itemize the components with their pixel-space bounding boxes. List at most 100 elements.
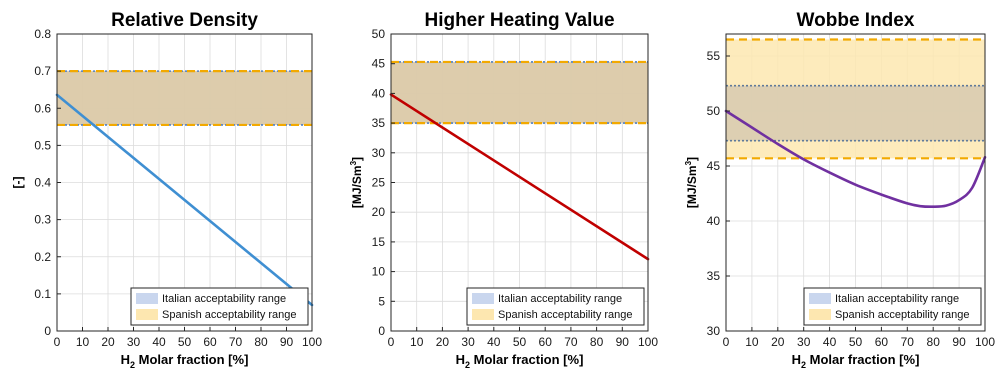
legend-label-spanish: Spanish acceptability range: [498, 309, 633, 321]
x-tick-label: 40: [823, 335, 837, 349]
x-axis-label-rest: Molar fraction [%]: [806, 352, 919, 367]
x-tick-label: 60: [875, 335, 889, 349]
y-tick-label: 20: [372, 205, 386, 219]
y-tick-label: 5: [378, 294, 385, 308]
x-tick-label: 70: [564, 335, 578, 349]
x-tick-label: 50: [513, 335, 527, 349]
x-tick-label: 0: [388, 335, 395, 349]
acceptability-band-b: [726, 85, 985, 141]
x-axis-label-sub: 2: [801, 360, 806, 370]
x-axis-label-rest: Molar fraction [%]: [470, 352, 583, 367]
legend-label-italian: Italian acceptability range: [835, 293, 959, 305]
x-tick-label: 10: [410, 335, 424, 349]
x-tick-label: 100: [975, 335, 995, 349]
legend-swatch-spanish: [809, 309, 831, 320]
y-tick-label: 55: [707, 49, 721, 63]
y-tick-label: 30: [372, 146, 386, 160]
y-tick-label: 35: [372, 116, 386, 130]
chart-title: Higher Heating Value: [424, 10, 614, 31]
x-axis-label: H2 Molar fraction [%]: [121, 352, 249, 370]
chart-panel-3: 0 10 20 30 40 50 60 70 80 90 100 30 35 40 45 50 55 Wobbe …: [684, 10, 995, 370]
y-axis-label: [MJ/Sm3]: [349, 157, 364, 208]
x-tick-label: 30: [797, 335, 811, 349]
x-tick-label: 80: [590, 335, 604, 349]
y-tick-label: 50: [372, 27, 386, 41]
legend-box: [803, 287, 982, 326]
chart-title: Relative Density: [111, 10, 258, 31]
legend: Italian acceptability range Spanish accep…: [130, 287, 309, 326]
y-axis-label-sup: 3: [684, 160, 693, 165]
y-axis-label: [MJ/Sm3]: [684, 157, 699, 208]
y-tick-label: 0.8: [34, 27, 51, 41]
series-line: [724, 109, 987, 209]
x-tick-label: 60: [539, 335, 553, 349]
x-axis-label: H2 Molar fraction [%]: [456, 352, 584, 370]
legend-label-spanish: Spanish acceptability range: [162, 309, 297, 321]
y-axis-label-main: [MJ/Sm: [685, 165, 699, 208]
legend: Italian acceptability range Spanish accep…: [803, 287, 982, 326]
x-tick-label: 20: [101, 335, 115, 349]
y-tick-label: 35: [707, 269, 721, 283]
x-tick-label: 10: [76, 335, 90, 349]
x-axis-label-main: H: [121, 352, 130, 367]
y-tick-label: 50: [707, 104, 721, 118]
legend-swatch-spanish: [472, 309, 494, 320]
series-line: [389, 93, 650, 261]
chart-panel-1: 0 10 20 30 40 50 60 70 80 90 100 0 0.1 0.2 0.3 0.4 0.5 0.…: [11, 10, 322, 370]
y-axis-label-end: ]: [685, 157, 699, 161]
x-tick-label: 90: [616, 335, 630, 349]
x-axis-label-sub: 2: [130, 360, 135, 370]
x-tick-label: 10: [745, 335, 759, 349]
x-tick-label: 100: [638, 335, 658, 349]
x-axis-label-sub: 2: [465, 360, 470, 370]
band-overlap: [57, 71, 312, 125]
legend-label-italian: Italian acceptability range: [162, 293, 286, 305]
y-tick-label: 0.6: [34, 101, 51, 115]
chart-panel-2: 0 10 20 30 40 50 60 70 80 90 100 0 5 10 15 20 25 30 35 40 45…: [349, 10, 658, 370]
y-tick-label: 15: [372, 235, 386, 249]
x-tick-label: 100: [302, 335, 322, 349]
x-tick-label: 20: [771, 335, 785, 349]
legend-box: [466, 287, 645, 326]
x-tick-label: 70: [901, 335, 915, 349]
y-tick-label: 40: [372, 86, 386, 100]
y-tick-label: 30: [707, 324, 721, 338]
legend-swatch-spanish: [136, 309, 158, 320]
y-tick-label: 0: [378, 324, 385, 338]
y-tick-label: 0.2: [34, 250, 51, 264]
x-axis-label: H2 Molar fraction [%]: [792, 352, 920, 370]
x-axis-label-rest: Molar fraction [%]: [135, 352, 248, 367]
x-tick-label: 50: [178, 335, 192, 349]
legend-swatch-italian: [472, 293, 494, 304]
y-axis-label-main: [MJ/Sm: [350, 165, 364, 208]
y-tick-label: 25: [372, 176, 386, 190]
y-axis-label-sup: 3: [349, 160, 358, 165]
x-tick-label: 60: [203, 335, 217, 349]
y-tick-label: 45: [707, 159, 721, 173]
x-tick-label: 0: [723, 335, 730, 349]
legend-swatch-italian: [809, 293, 831, 304]
x-tick-label: 50: [849, 335, 863, 349]
x-tick-label: 30: [127, 335, 141, 349]
series-line: [55, 93, 314, 307]
legend-label-spanish: Spanish acceptability range: [835, 309, 970, 321]
y-tick-label: 0.4: [34, 176, 51, 190]
y-tick-label: 45: [372, 57, 386, 71]
x-axis-label-main: H: [792, 352, 801, 367]
x-tick-label: 90: [280, 335, 294, 349]
y-axis-label-end: ]: [350, 157, 364, 161]
y-tick-label: 0.5: [34, 138, 51, 152]
x-tick-label: 40: [487, 335, 501, 349]
y-axis-label: [-]: [11, 177, 25, 189]
y-tick-label: 0.7: [34, 64, 51, 78]
legend-swatch-italian: [136, 293, 158, 304]
y-tick-label: 0.1: [34, 287, 51, 301]
chart-title: Wobbe Index: [797, 10, 915, 31]
x-axis-label-main: H: [456, 352, 465, 367]
x-tick-label: 40: [152, 335, 166, 349]
legend: Italian acceptability range Spanish accep…: [466, 287, 645, 326]
x-tick-label: 90: [952, 335, 966, 349]
legend-label-italian: Italian acceptability range: [498, 293, 622, 305]
x-tick-label: 20: [436, 335, 450, 349]
